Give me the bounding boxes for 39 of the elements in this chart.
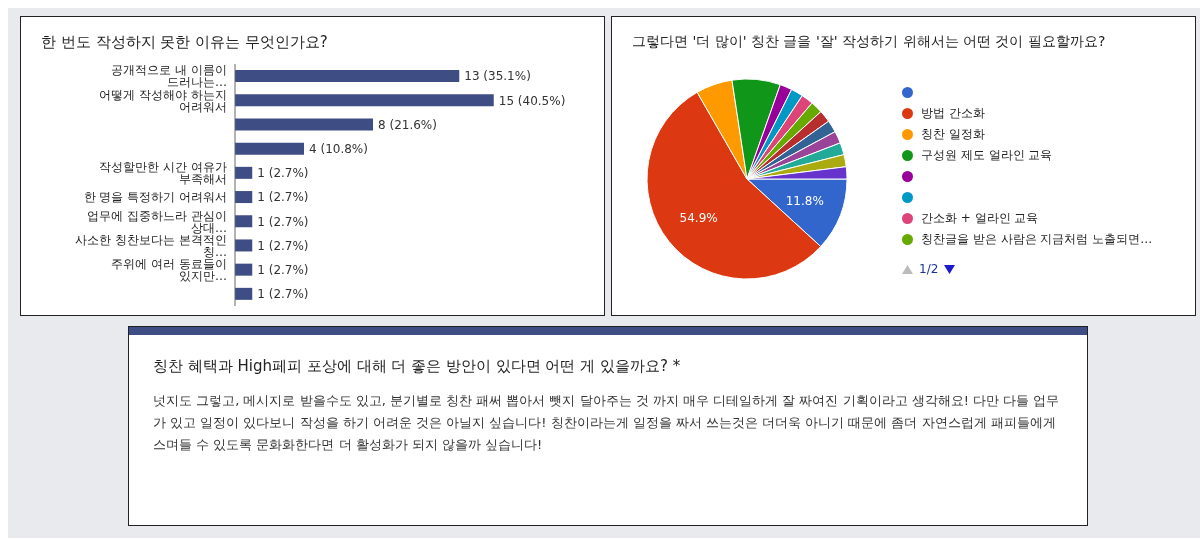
bar bbox=[235, 191, 253, 204]
bar bbox=[235, 118, 373, 131]
y-tick-label: 업무에 집중하느라 관심이 상대… bbox=[87, 208, 227, 235]
data-label: 13 (35.1%) bbox=[464, 69, 531, 84]
bar bbox=[235, 239, 253, 252]
y-tick-label: 공개적으로 내 이름이 드러나는… bbox=[111, 63, 227, 90]
y-tick-label: 주위에 여러 동료들이 있지만… bbox=[111, 256, 227, 283]
legend-label: 칭찬 일정화 bbox=[921, 126, 985, 143]
y-tick-label: 어떻게 작성해야 하는지 어려워서 bbox=[99, 87, 227, 114]
legend-label: 구성원 제도 얼라인 교육 bbox=[921, 147, 1053, 164]
data-label: 1 (2.7%) bbox=[257, 238, 309, 253]
y-tick-label: 사소한 칭찬보다는 본격적인 칭… bbox=[75, 232, 227, 259]
text: 1/2 bbox=[919, 262, 939, 276]
legend-label: 방법 간소화 bbox=[921, 105, 985, 122]
text: 그렇다면 '더 많이' 칭찬 글을 '잘' 작성하기 위해서는 어떤 것이 필요할까요? bbox=[631, 32, 1107, 51]
data-label: 54.9% bbox=[679, 210, 718, 225]
bar bbox=[235, 142, 304, 155]
bar bbox=[235, 94, 494, 107]
chart-title: 한 번도 작성하지 못한 이유는 무엇인가요? bbox=[40, 32, 329, 53]
data-label: 15 (40.5%) bbox=[498, 93, 566, 108]
data-label: 1 (2.7%) bbox=[257, 262, 309, 277]
data-label: 11.8% bbox=[785, 194, 824, 209]
bar bbox=[235, 215, 253, 228]
y-tick-label: 한 명을 특정하기 어려워서 bbox=[83, 190, 227, 205]
bar bbox=[235, 263, 253, 276]
legend-label: 간소화 + 얼라인 교육 bbox=[921, 210, 1039, 227]
bar bbox=[235, 287, 253, 300]
data-label: 1 (2.7%) bbox=[257, 190, 309, 205]
data-label: 8 (21.6%) bbox=[378, 117, 437, 132]
bar bbox=[235, 70, 460, 83]
text: 넛지도 그렇고, 메시지로 받을수도 있고, 분기별로 칭찬 패써 뽑아서 뺏지 달아주는 것 까지 매우 디테일하게 잘 짜여진 기획이라고 생각해요! 다만 다들 업무가 있고 일정이 있다보니 작성을 하기 어려운 것은 아닐지 싶습니다! 칭찬이라는게 일정을 짜서 쓰는것은 더더욱 아니기 때문에 좀더 자연스럽게 패피들에게 스며들 수 있도록 문화화한다면 더 활성화가 되지 않을까 싶습니다! bbox=[152, 392, 1061, 454]
data-label: 1 (2.7%) bbox=[257, 287, 309, 302]
legend-label: 칭찬글을 받은 사람은 지금처럼 노출되면… bbox=[921, 231, 1153, 248]
text: 칭찬 혜택과 High페피 포상에 대해 더 좋은 방안이 있다면 어떤 게 있을까요? * bbox=[152, 356, 682, 377]
bar bbox=[235, 166, 253, 179]
y-tick-label: 작성할만한 시간 여유가 부족해서 bbox=[99, 160, 227, 187]
data-label: 1 (2.7%) bbox=[257, 214, 309, 229]
data-label: 1 (2.7%) bbox=[257, 166, 309, 181]
data-label: 4 (10.8%) bbox=[309, 141, 368, 156]
